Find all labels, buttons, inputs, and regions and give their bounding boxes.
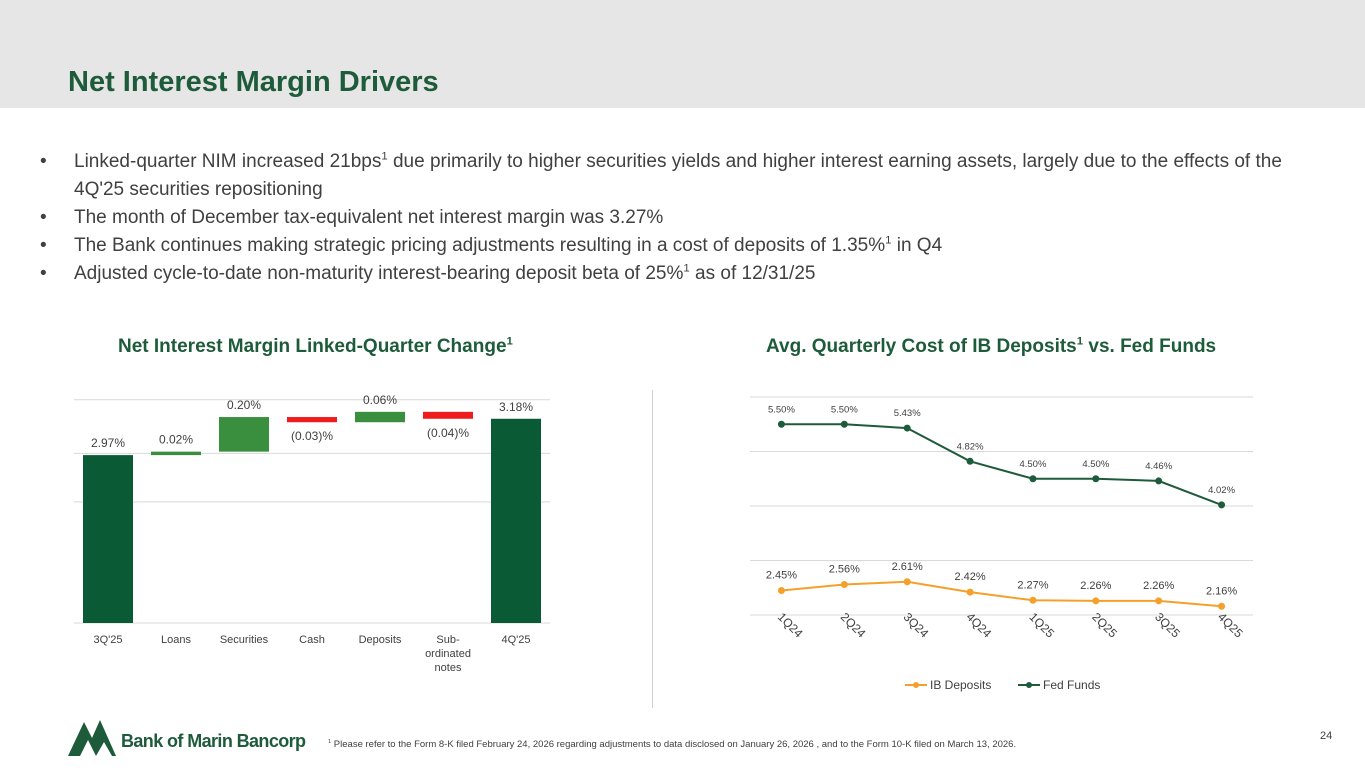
waterfall-category-label-5: Sub-ordinated notes [425, 634, 471, 674]
series-0-point-2 [903, 578, 911, 586]
series-1-label-6: 4.46% [1145, 461, 1172, 472]
series-1-point-7 [1218, 501, 1226, 509]
logo-trees-icon [68, 720, 116, 756]
waterfall-category-label-1: Loans [161, 634, 191, 646]
series-0-point-5 [1092, 597, 1100, 605]
waterfall-data-label-6: 3.18% [499, 400, 533, 414]
waterfall-category-label-6: 4Q'25 [501, 634, 530, 646]
waterfall-category-label-3: Cash [299, 634, 325, 646]
waterfall-category-label-0: 3Q'25 [93, 634, 122, 646]
waterfall-data-label-2: 0.20% [227, 398, 261, 412]
bullet-list: Linked-quarter NIM increased 21bps1 due … [40, 148, 1330, 288]
x-tick-label-1: 2Q24 [838, 610, 869, 641]
series-0-label-4: 2.27% [1017, 579, 1048, 591]
series-1-point-2 [903, 424, 911, 432]
x-tick-label-4: 1Q25 [1026, 610, 1057, 641]
series-1-label-3: 4.82% [957, 441, 984, 452]
x-tick-label-3: 4Q24 [964, 610, 995, 641]
series-0-label-7: 2.16% [1206, 585, 1237, 597]
bullet-item: The Bank continues making strategic pric… [40, 232, 1330, 260]
waterfall-bar-3 [287, 417, 337, 423]
series-1-point-3 [966, 457, 974, 465]
series-1-label-1: 5.50% [831, 404, 858, 415]
waterfall-bar-2 [219, 417, 269, 452]
waterfall-data-label-5: (0.04)% [427, 426, 469, 440]
series-1-label-5: 4.50% [1082, 459, 1109, 470]
footnote: 1 Please refer to the Form 8-K filed Feb… [328, 738, 1017, 750]
page-title: Net Interest Margin Drivers [68, 66, 439, 98]
series-0-point-7 [1218, 602, 1226, 610]
waterfall-data-label-1: 0.02% [159, 433, 193, 447]
waterfall-bar-6 [491, 418, 541, 623]
series-line-1 [781, 423, 1222, 506]
bullet-item: Linked-quarter NIM increased 21bps1 due … [40, 148, 1330, 204]
series-0-label-6: 2.26% [1143, 580, 1174, 592]
series-0-label-5: 2.26% [1080, 580, 1111, 592]
series-0-point-0 [777, 586, 785, 594]
x-tick-label-6: 3Q25 [1152, 610, 1183, 641]
waterfall-data-label-4: 0.06% [363, 393, 397, 407]
bank-logo: Bank of Marin Bancorp [66, 716, 306, 760]
x-tick-label-5: 2Q25 [1089, 610, 1120, 641]
series-1-label-4: 4.50% [1019, 459, 1046, 470]
legend-marker-0 [913, 682, 919, 688]
series-1-label-7: 4.02% [1208, 485, 1235, 496]
series-1-point-0 [777, 420, 785, 428]
series-0-point-1 [840, 580, 848, 588]
series-0-label-2: 2.61% [892, 561, 923, 573]
page-number: 24 [1320, 730, 1333, 742]
line-chart-title: Avg. Quarterly Cost of IB Deposits1 vs. … [766, 335, 1217, 357]
legend-label-0: IB Deposits [930, 678, 991, 692]
series-0-point-3 [966, 588, 974, 596]
waterfall-chart-title: Net Interest Margin Linked-Quarter Chang… [118, 335, 513, 357]
waterfall-bar-4 [355, 411, 405, 423]
waterfall-data-label-3: (0.03)% [291, 429, 333, 443]
legend-marker-1 [1026, 682, 1032, 688]
series-1-label-2: 5.43% [894, 408, 921, 419]
waterfall-category-label-4: Deposits [359, 634, 402, 646]
bullet-item: The month of December tax-equivalent net… [40, 204, 1330, 232]
series-0-label-0: 2.45% [766, 569, 797, 581]
x-tick-label-7: 4Q25 [1215, 610, 1246, 641]
series-0-label-1: 2.56% [829, 563, 860, 575]
header-band [0, 0, 1365, 108]
series-1-label-0: 5.50% [768, 404, 795, 415]
waterfall-bar-5 [423, 411, 473, 419]
series-0-point-4 [1029, 596, 1037, 604]
waterfall-bar-1 [151, 451, 201, 456]
series-1-point-4 [1029, 475, 1037, 483]
series-1-point-1 [840, 420, 848, 428]
waterfall-bar-0 [83, 455, 133, 623]
legend-label-1: Fed Funds [1043, 678, 1100, 692]
x-tick-label-2: 3Q24 [901, 610, 932, 641]
logo-text: Bank of Marin Bancorp [121, 731, 306, 751]
series-0-label-3: 2.42% [954, 571, 985, 583]
chart-divider [652, 390, 653, 708]
series-line-0 [781, 580, 1222, 608]
waterfall-category-label-2: Securities [220, 634, 269, 646]
x-tick-label-0: 1Q24 [775, 610, 806, 641]
bullet-item: Adjusted cycle-to-date non-maturity inte… [40, 260, 1330, 288]
series-0-point-6 [1155, 597, 1163, 605]
waterfall-data-label-0: 2.97% [91, 436, 125, 450]
series-1-point-6 [1155, 477, 1163, 485]
series-1-point-5 [1092, 475, 1100, 483]
